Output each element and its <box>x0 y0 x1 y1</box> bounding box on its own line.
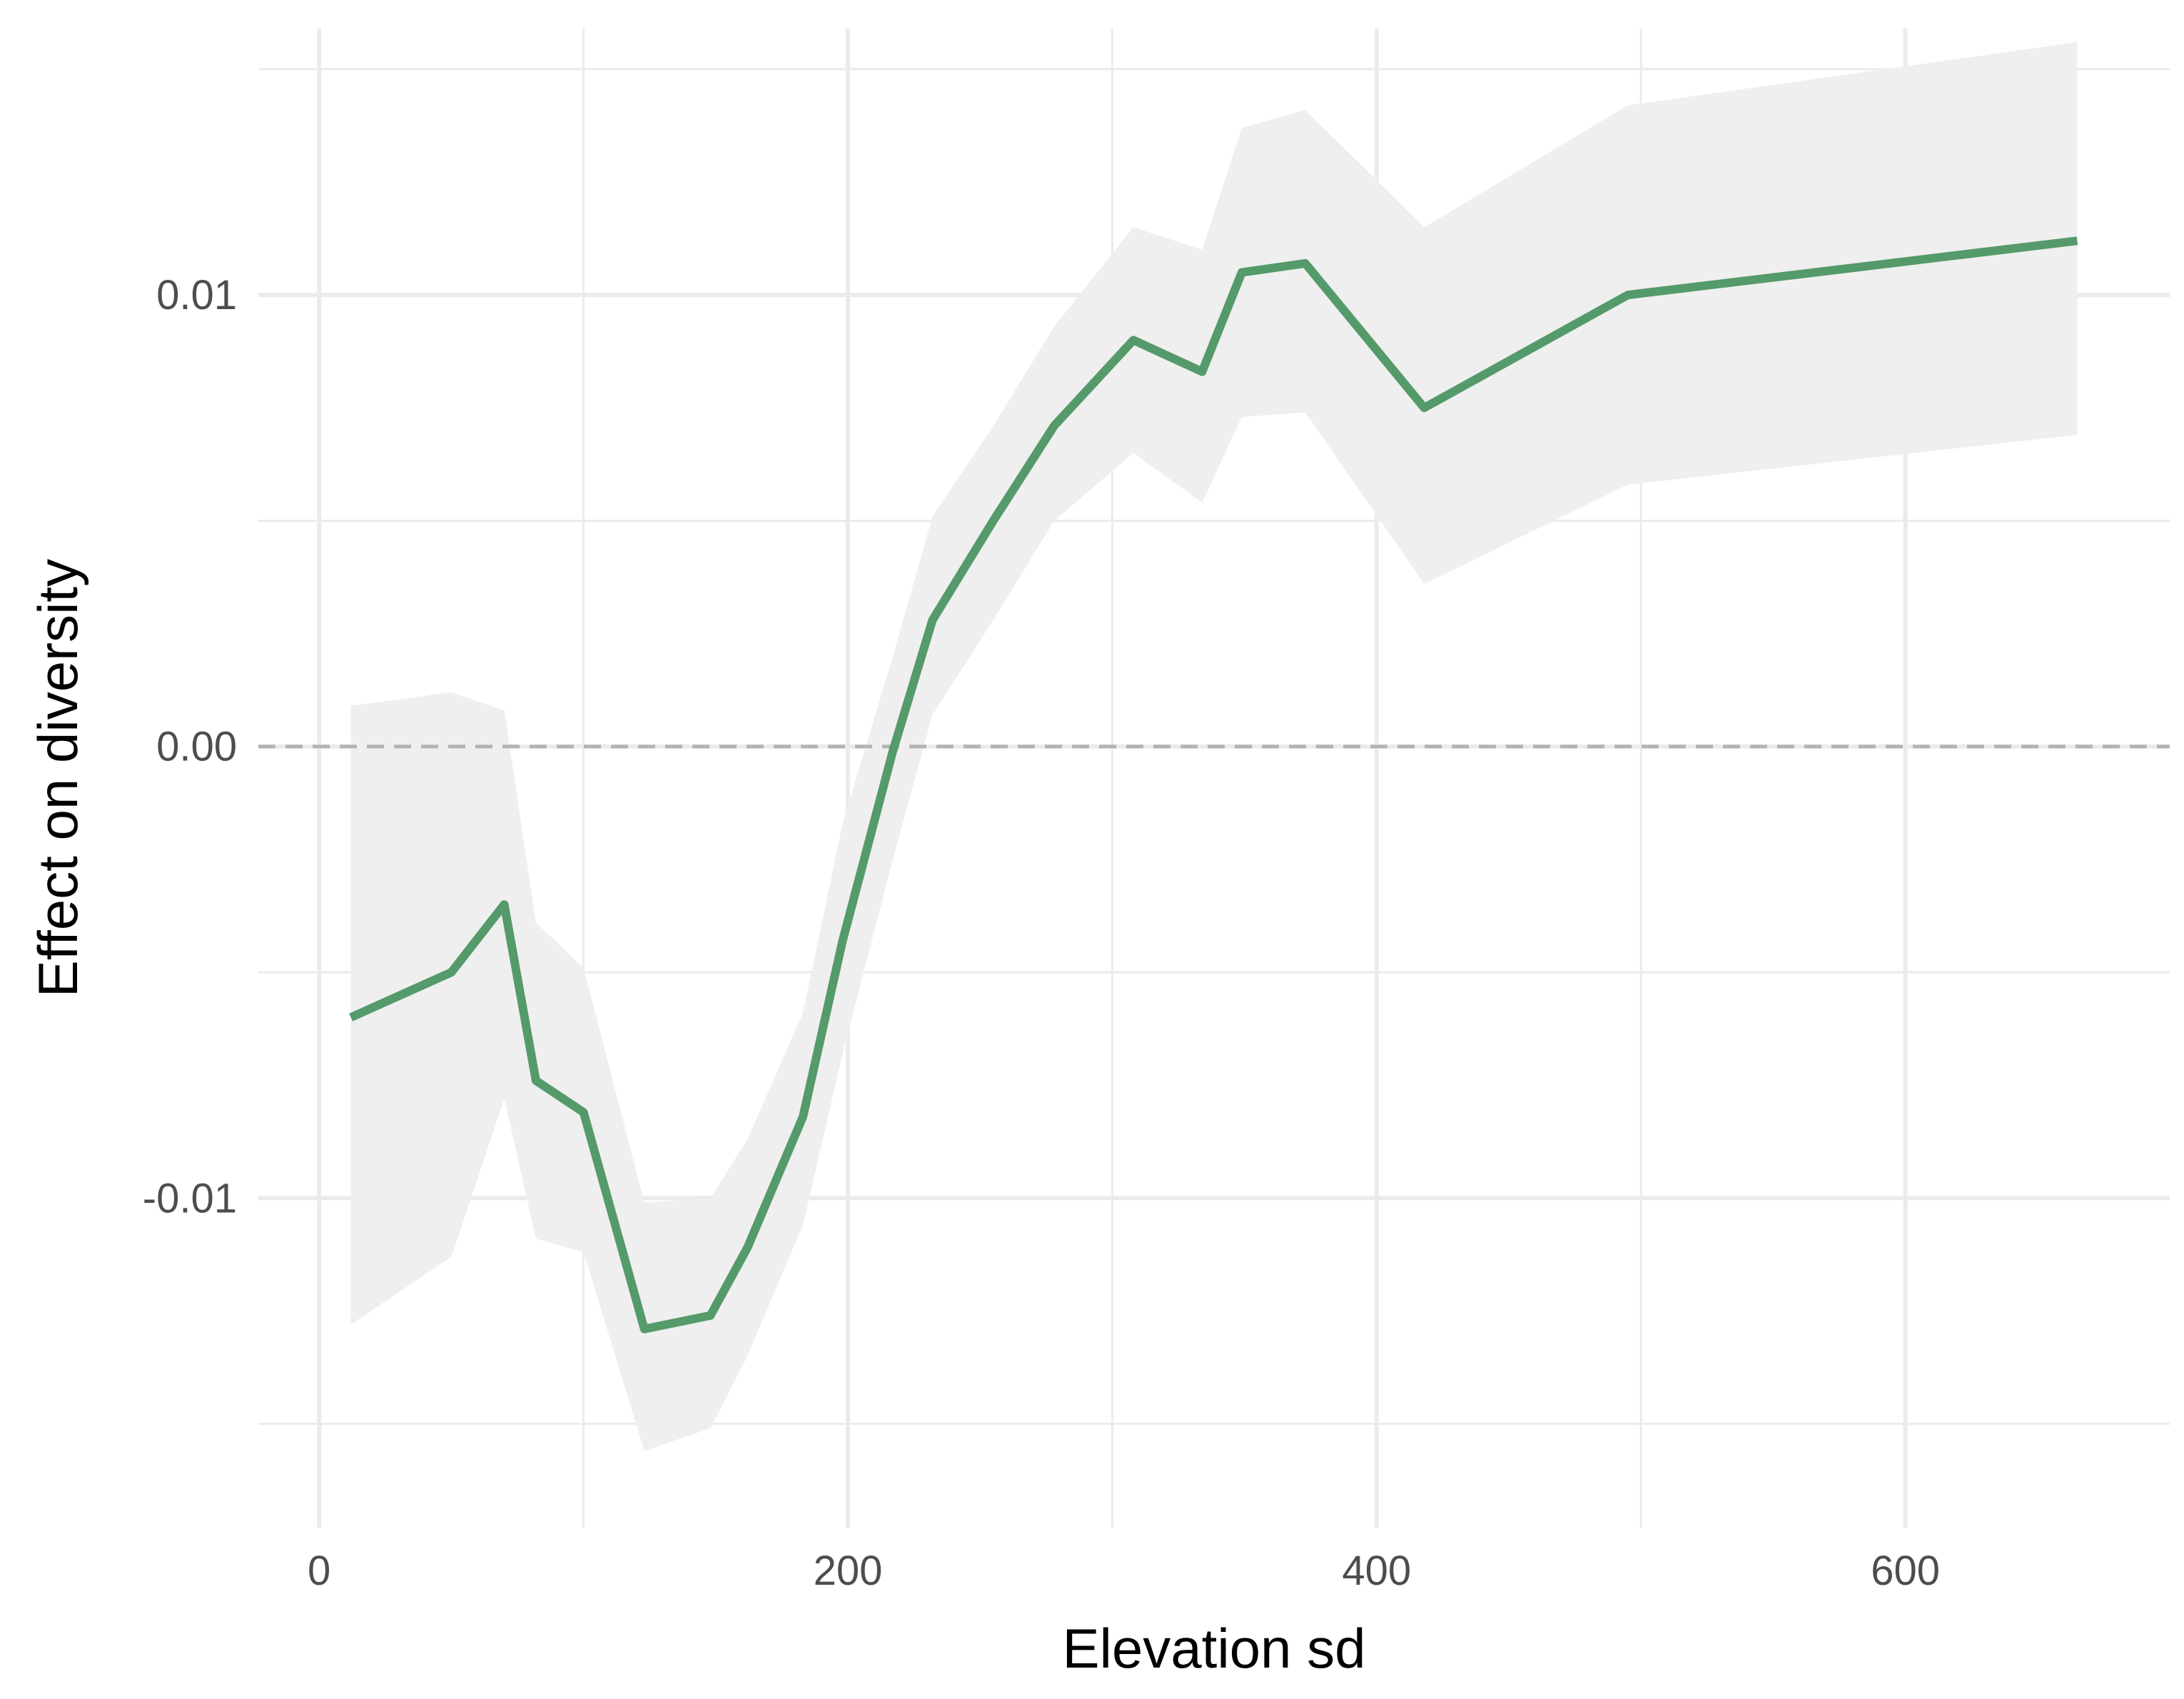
y-tick-label: 0.01 <box>156 272 237 318</box>
x-axis-ticks: 0 200 400 600 <box>308 1548 1940 1594</box>
y-axis-ticks: -0.01 0.00 0.01 <box>143 272 237 1221</box>
x-tick-label: 200 <box>814 1548 883 1594</box>
y-axis-title: Effect on diversity <box>26 559 89 997</box>
x-tick-label: 600 <box>1871 1548 1940 1594</box>
x-axis-title: Elevation sd <box>1063 1617 1366 1680</box>
y-tick-label: 0.00 <box>156 724 237 770</box>
x-tick-label: 400 <box>1342 1548 1411 1594</box>
y-tick-label: -0.01 <box>143 1175 237 1221</box>
x-tick-label: 0 <box>308 1548 330 1594</box>
effect-line <box>349 236 2078 1334</box>
confidence-ribbon <box>350 42 2078 1451</box>
